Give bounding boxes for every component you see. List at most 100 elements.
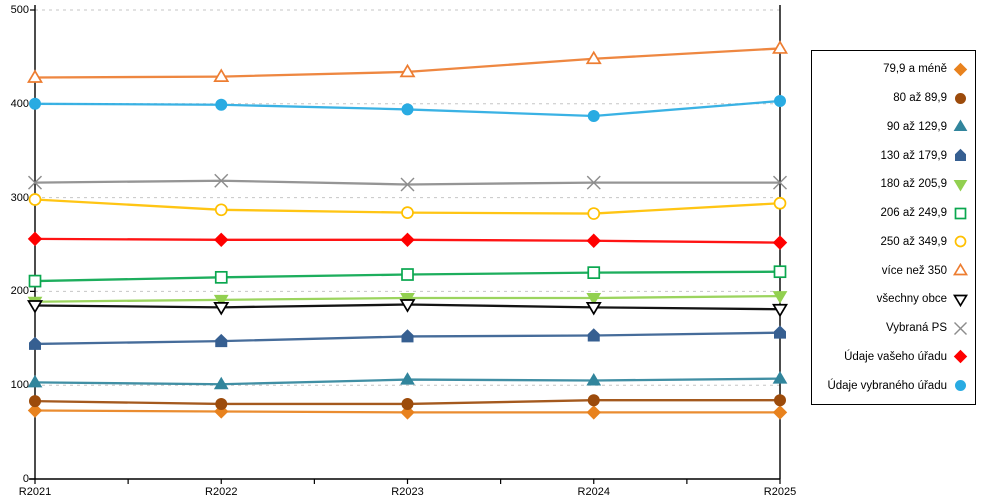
x-axis-tick-label: R2023	[391, 486, 424, 498]
series-marker-circle	[774, 394, 786, 407]
x-axis-tick-label: R2024	[577, 486, 610, 498]
legend-item: všechny obce	[816, 292, 968, 307]
series-marker-diamond	[953, 62, 968, 77]
series-pentagon	[29, 325, 786, 350]
legend-item: 90 až 129,9	[816, 119, 968, 134]
series-diamond	[27, 231, 788, 250]
series-marker-triangle-up	[585, 50, 602, 65]
legend-label: 80 až 89,9	[893, 92, 947, 105]
legend-marker-icon	[955, 380, 966, 392]
legend-marker-icon	[954, 321, 967, 335]
series-marker-diamond	[586, 233, 601, 248]
legend-label: 79,9 a méně	[883, 63, 947, 76]
legend-label: 206 až 249,9	[880, 207, 947, 220]
series-square	[28, 265, 787, 288]
series-marker-pentagon	[955, 148, 966, 162]
series-marker-triangle-down	[400, 292, 415, 306]
legend-marker-icon	[953, 119, 968, 132]
series-marker-triangle-down	[27, 300, 43, 314]
legend-label: více než 350	[881, 264, 947, 277]
series-marker-triangle-down	[772, 291, 788, 304]
legend-item: Vybraná PS	[816, 321, 968, 336]
series-marker-triangle-down	[399, 299, 416, 313]
series-marker-triangle-up	[27, 69, 43, 83]
series-marker-triangle-down	[953, 294, 968, 307]
series-circle	[29, 394, 786, 410]
series-marker-diamond	[586, 405, 601, 420]
legend-item: více než 350	[816, 263, 968, 278]
series-marker-triangle-up	[213, 376, 229, 390]
series-marker-triangle-down	[585, 301, 602, 316]
series-marker-square	[401, 268, 414, 281]
legend-label: Vybraná PS	[886, 322, 947, 335]
series-marker-diamond	[400, 405, 415, 420]
series-marker-circle	[29, 395, 41, 408]
series-marker-diamond	[953, 350, 968, 364]
legend: 79,9 a méně 80 až 89,9 90 až 129,9 130 až 1…	[811, 50, 976, 405]
series-marker-diamond	[772, 235, 788, 250]
series-marker-x	[773, 175, 787, 190]
series-marker-circle	[587, 394, 600, 407]
series-marker-triangle-up	[953, 263, 968, 276]
series-marker-diamond	[27, 403, 43, 418]
y-axis-tick-label: 0	[22, 473, 29, 485]
series-marker-circle	[955, 380, 966, 392]
y-axis-tick-label: 400	[10, 97, 29, 110]
series-marker-diamond	[27, 231, 43, 247]
series-triangle-up	[27, 371, 788, 390]
legend-marker-icon	[954, 207, 967, 219]
legend-label: všechny obce	[876, 293, 947, 306]
legend-marker-icon	[955, 92, 966, 104]
series-marker-x	[214, 173, 229, 188]
series-marker-triangle-up	[772, 40, 788, 54]
series-marker-pentagon	[774, 325, 786, 339]
x-axis-tick-label: R2021	[18, 486, 52, 498]
series-marker-square	[28, 274, 42, 288]
series-marker-circle	[401, 397, 414, 410]
legend-label: 130 až 179,9	[880, 149, 947, 162]
legend-marker-icon	[953, 179, 968, 192]
series-marker-triangle-down	[213, 301, 230, 316]
legend-item: Údaje vybraného úřadu	[816, 378, 968, 393]
series-marker-x	[586, 175, 601, 190]
series-marker-circle	[215, 397, 228, 410]
series-marker-circle	[401, 206, 414, 219]
legend-marker-icon	[955, 148, 966, 162]
legend-item: 206 až 249,9	[816, 206, 968, 221]
series-marker-triangle-up	[27, 374, 43, 388]
y-axis-tick-label: 100	[10, 379, 29, 392]
series-marker-circle	[587, 207, 601, 220]
series-circle	[28, 193, 787, 220]
series-marker-pentagon	[401, 329, 414, 343]
legend-marker-icon	[953, 62, 968, 77]
legend-marker-icon	[953, 350, 968, 364]
series-marker-triangle-down	[772, 303, 788, 318]
legend-item: 79,9 a méně	[816, 62, 968, 77]
series-circle	[29, 94, 786, 122]
x-axis-tick-label: R2025	[763, 486, 797, 498]
series-marker-circle	[401, 103, 414, 116]
series-marker-x	[28, 175, 42, 190]
legend-item: Údaje vašeho úřadu	[816, 349, 968, 364]
series-marker-triangle-up	[586, 373, 602, 386]
series-marker-square	[773, 265, 787, 279]
legend-marker-icon	[954, 236, 967, 248]
series-marker-circle	[587, 109, 600, 122]
legend-label: Údaje vybraného úřadu	[827, 379, 947, 392]
series-marker-circle	[773, 196, 787, 210]
series-marker-pentagon	[215, 333, 228, 348]
series-marker-triangle-up	[213, 68, 230, 82]
series-marker-triangle-up	[772, 371, 788, 384]
legend-marker-icon	[953, 294, 968, 307]
legend-label: 250 až 349,9	[880, 235, 947, 248]
y-axis-tick-label: 200	[10, 285, 29, 298]
series-triangle-up	[27, 40, 788, 83]
legend-label: Údaje vašeho úřadu	[844, 350, 947, 363]
series-marker-circle	[28, 193, 42, 206]
series-marker-diamond	[400, 232, 415, 248]
legend-marker-icon	[953, 263, 968, 276]
series-marker-circle	[954, 236, 967, 248]
series-marker-circle	[955, 92, 966, 104]
